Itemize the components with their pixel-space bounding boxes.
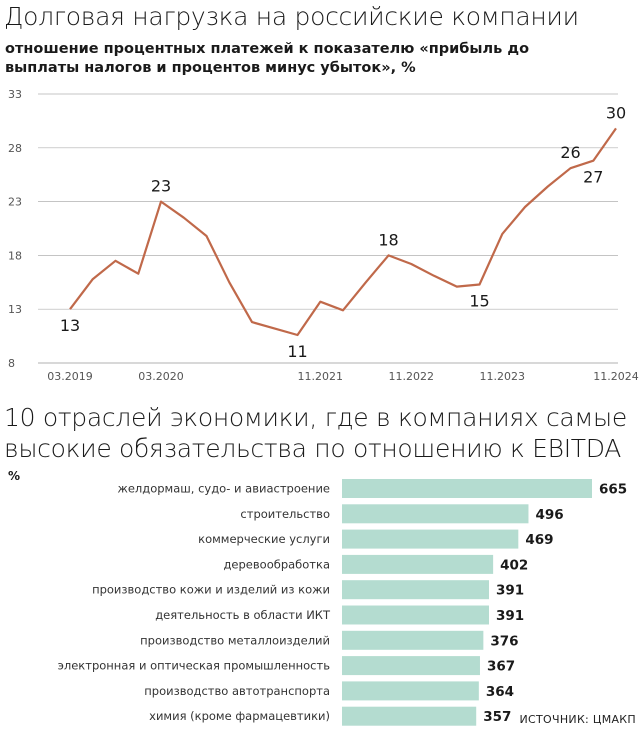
bar-chart-title: 10 отраслей экономики, где в компаниях с… <box>4 403 627 463</box>
series-line <box>69 127 617 337</box>
data-label: 26 <box>560 143 580 162</box>
category-label: строительство <box>240 507 330 521</box>
source-note: ИСТОЧНИК: ЦМАКП <box>519 713 636 726</box>
data-label: 23 <box>151 177 171 196</box>
line-chart-title: Долговая нагрузка на российские компании <box>4 2 579 31</box>
data-label: 30 <box>606 103 626 122</box>
x-tick-label: 03.2019 <box>47 370 93 383</box>
category-label: электронная и оптическая промышленность <box>58 659 331 673</box>
value-label: 391 <box>496 608 524 624</box>
bar <box>342 605 489 625</box>
line-chart-subtitle: отношение процентных платежей к показате… <box>5 41 530 76</box>
category-label: производство металлоизделий <box>140 633 330 647</box>
data-label: 18 <box>378 230 398 249</box>
y-tick-label: 23 <box>8 196 22 209</box>
bar <box>342 504 529 524</box>
value-label: 496 <box>535 507 563 523</box>
line-chart: 8 13 18 23 28 33 03.2019 03.2020 11.2021 11.2022 1… <box>8 88 639 383</box>
bar-chart-unit: % <box>8 469 21 483</box>
category-label: деревообработка <box>223 557 330 571</box>
category-label: производство автотранспорта <box>144 684 330 698</box>
bar <box>342 630 484 650</box>
x-tick-label: 11.2021 <box>298 370 344 383</box>
category-label: коммерческие услуги <box>198 532 330 546</box>
x-tick-label: 11.2024 <box>593 370 639 383</box>
data-label: 13 <box>60 316 80 335</box>
value-label: 364 <box>486 684 514 700</box>
y-tick-label: 28 <box>8 142 22 155</box>
bar <box>342 580 489 600</box>
category-label: производство кожи и изделий из кожи <box>92 583 330 597</box>
x-tick-label: 11.2022 <box>389 370 435 383</box>
x-tick-label: 03.2020 <box>138 370 184 383</box>
value-label: 665 <box>599 482 627 498</box>
y-tick-label: 8 <box>8 357 15 370</box>
data-label: 11 <box>287 342 307 361</box>
value-label: 367 <box>487 659 515 675</box>
data-label: 15 <box>469 291 489 310</box>
y-tick-label: 13 <box>8 303 22 316</box>
bar <box>342 706 477 726</box>
value-label: 469 <box>525 532 553 548</box>
bar <box>342 479 592 498</box>
bar <box>342 656 480 676</box>
value-label: 357 <box>483 709 511 725</box>
y-tick-label: 18 <box>8 249 22 262</box>
bar <box>342 681 479 701</box>
value-label: 391 <box>496 583 524 599</box>
bar <box>342 554 494 574</box>
category-label: желдормаш, судо- и авиастроение <box>117 482 330 496</box>
category-label: деятельность в области ИКТ <box>155 608 331 622</box>
x-tick-label: 11.2023 <box>480 370 526 383</box>
value-label: 376 <box>490 633 518 649</box>
category-label: химия (кроме фармацевтики) <box>149 709 330 723</box>
value-label: 402 <box>500 557 528 573</box>
bar <box>342 529 519 549</box>
data-label: 27 <box>583 168 603 187</box>
y-tick-label: 33 <box>8 88 22 101</box>
